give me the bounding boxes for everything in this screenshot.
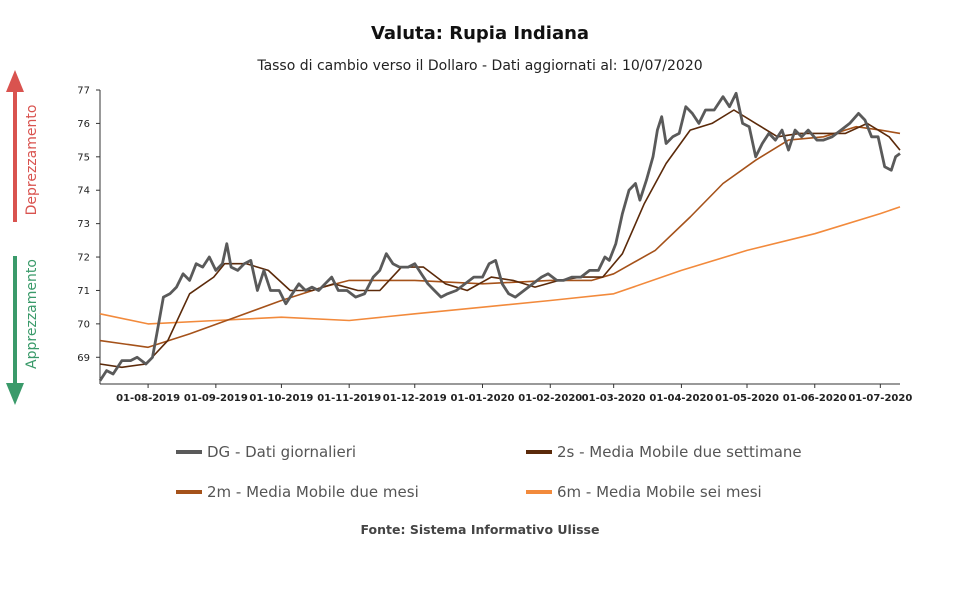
x-tick-label: 01-04-2020 — [649, 393, 713, 404]
chart-legend: DG - Dati giornalieri 2s - Media Mobile … — [176, 443, 802, 501]
x-tick-label: 01-08-2019 — [116, 393, 180, 404]
x-axis-ticks: 01-08-2019 01-09-2019 01-10-2019 01-11-2019… — [116, 384, 912, 404]
y-tick-label: 77 — [77, 86, 90, 97]
y-tick-label: 73 — [77, 219, 90, 230]
x-tick-label: 01-02-2020 — [518, 393, 582, 404]
x-tick-label: 01-11-2019 — [317, 393, 381, 404]
x-tick-label: 01-10-2019 — [249, 393, 313, 404]
chart-title: Valuta: Rupia Indiana — [371, 23, 589, 44]
legend-item-6m: 6m - Media Mobile sei mesi — [526, 483, 762, 501]
series-line-2m — [99, 125, 901, 349]
legend-label-6m: 6m - Media Mobile sei mesi — [557, 483, 762, 501]
legend-item-2s: 2s - Media Mobile due settimane — [526, 443, 802, 461]
y-axis-ticks: 69 70 71 72 73 74 75 76 77 — [77, 86, 100, 364]
legend-item-2m: 2m - Media Mobile due mesi — [176, 483, 419, 501]
x-tick-label: 01-12-2019 — [383, 393, 447, 404]
source-note: Fonte: Sistema Informativo Ulisse — [361, 522, 600, 537]
y-tick-label: 69 — [77, 353, 90, 364]
x-tick-label: 01-01-2020 — [451, 393, 515, 404]
y-tick-label: 74 — [77, 186, 90, 197]
y-tick-label: 72 — [77, 253, 90, 264]
legend-label-2m: 2m - Media Mobile due mesi — [207, 483, 419, 501]
appreciation-indicator: Apprezzamento — [6, 256, 40, 405]
x-tick-label: 01-03-2020 — [582, 393, 646, 404]
chart-axes — [99, 90, 900, 385]
depreciation-indicator: Deprezzamento — [6, 70, 40, 222]
y-tick-label: 71 — [77, 286, 90, 297]
depreciation-label: Deprezzamento — [24, 105, 40, 216]
x-tick-label: 01-05-2020 — [715, 393, 779, 404]
y-tick-label: 75 — [77, 152, 90, 163]
legend-item-dg: DG - Dati giornalieri — [176, 443, 356, 461]
chart-subtitle: Tasso di cambio verso il Dollaro - Dati … — [256, 58, 702, 74]
y-tick-label: 70 — [77, 319, 90, 330]
series-line-2s — [99, 109, 901, 369]
legend-label-2s: 2s - Media Mobile due settimane — [557, 443, 802, 461]
series-lines — [98, 91, 901, 382]
legend-label-dg: DG - Dati giornalieri — [207, 443, 356, 461]
series-line-dg — [98, 91, 901, 382]
y-tick-label: 76 — [77, 119, 90, 130]
appreciation-label: Apprezzamento — [24, 259, 40, 369]
x-tick-label: 01-09-2019 — [184, 393, 248, 404]
x-tick-label: 01-06-2020 — [783, 393, 847, 404]
x-tick-label: 01-07-2020 — [848, 393, 912, 404]
